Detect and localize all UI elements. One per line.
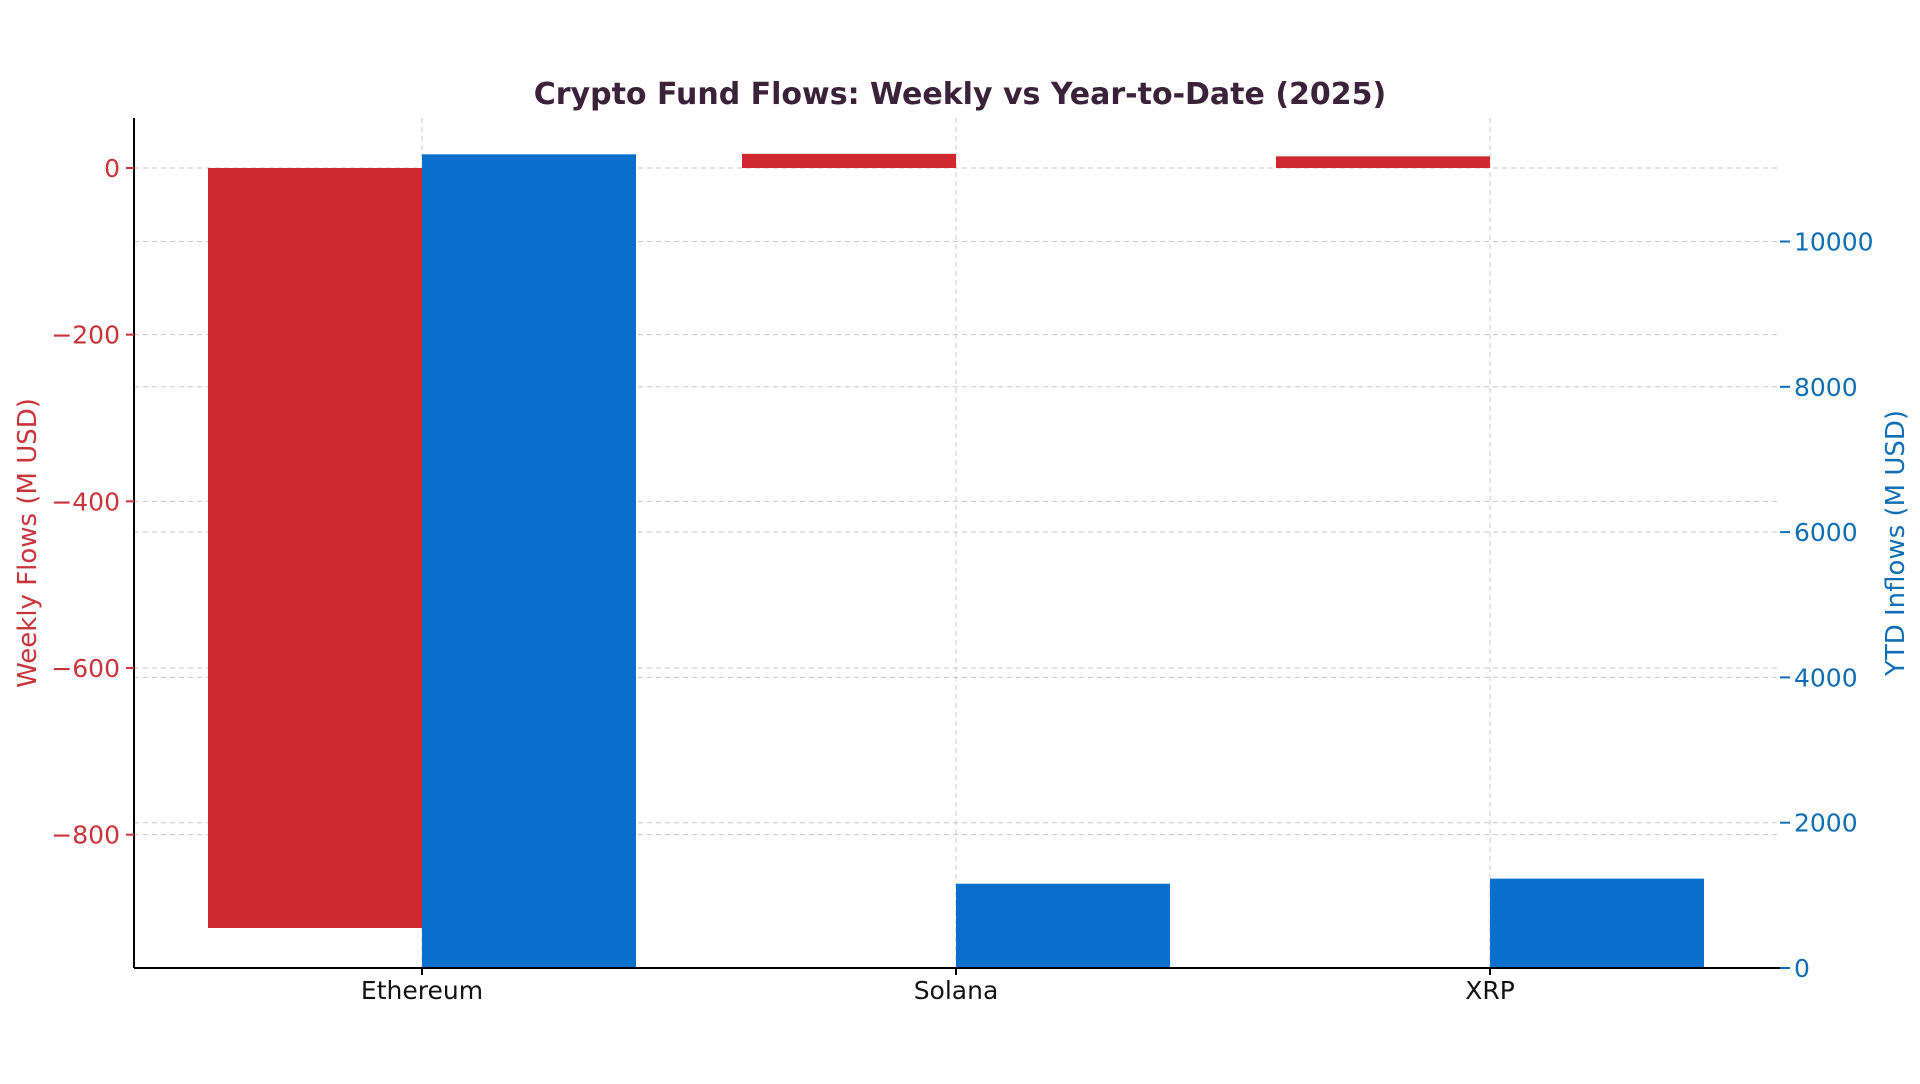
weekly-bar-ethereum (208, 168, 422, 928)
right-tick-label-2: 4000 (1794, 663, 1858, 692)
left-tick-label-2: −400 (51, 487, 120, 516)
right-tick-label-1: 2000 (1794, 809, 1858, 838)
left-tick-label-0: 0 (104, 154, 120, 183)
left-tick-label-1: −200 (51, 321, 120, 350)
x-tick-label-solana: Solana (914, 976, 999, 1005)
right-axis-label: YTD Inflows (M USD) (1881, 410, 1911, 677)
weekly-bar-xrp (1276, 156, 1490, 168)
bars-layer (208, 153, 1704, 969)
ytd-bar-solana (956, 883, 1170, 968)
left-tick-label-3: −600 (51, 654, 120, 683)
x-tick-label-ethereum: Ethereum (361, 976, 483, 1005)
left-axis-label: Weekly Flows (M USD) (13, 398, 43, 688)
weekly-bar-solana (742, 153, 956, 168)
right-tick-label-5: 10000 (1794, 228, 1874, 257)
axes-layer: 0 −200 −400 −600 −800 0 2000 4000 6000 8000 10000 E… (51, 118, 1874, 1005)
x-tick-label-xrp: XRP (1465, 976, 1515, 1005)
right-tick-label-3: 6000 (1794, 518, 1858, 547)
ytd-bar-ethereum (422, 154, 636, 969)
ytd-bar-xrp (1490, 878, 1704, 968)
right-tick-label-4: 8000 (1794, 373, 1858, 402)
right-tick-label-0: 0 (1794, 954, 1810, 983)
left-tick-label-4: −800 (51, 821, 120, 850)
chart-title: Crypto Fund Flows: Weekly vs Year-to-Dat… (534, 77, 1386, 112)
